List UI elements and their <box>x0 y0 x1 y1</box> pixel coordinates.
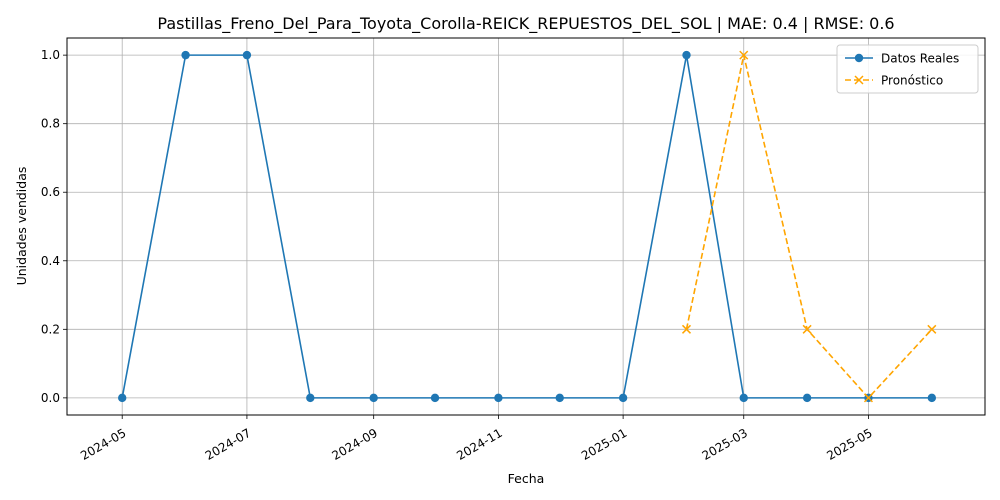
x-tick-label: 2024-07 <box>203 426 253 463</box>
series-line <box>685 54 933 400</box>
x-tick-label: 2024-11 <box>454 426 504 463</box>
series-line <box>121 54 932 399</box>
legend: Datos Reales Pronóstico <box>836 44 979 94</box>
legend-box <box>836 44 979 94</box>
x-tick-label: 2025-03 <box>700 426 750 463</box>
data-point <box>739 50 749 60</box>
grid <box>67 38 985 415</box>
y-tick-label: 0.8 <box>41 117 60 131</box>
data-point <box>927 324 937 334</box>
series-layer <box>118 50 937 403</box>
data-point <box>181 50 190 60</box>
data-point <box>118 393 127 403</box>
y-tick-label: 0.4 <box>41 254 60 268</box>
data-point <box>494 393 503 403</box>
x-axis: 2024-05 2024-07 2024-09 2024-11 2025-01 2025-… <box>78 415 875 463</box>
legend-marker <box>854 75 864 85</box>
legend-label: Datos Reales <box>881 52 959 66</box>
y-tick-label: 0.0 <box>41 391 60 405</box>
x-tick-label: 2024-09 <box>330 426 380 463</box>
data-point <box>681 324 692 334</box>
y-axis: 0.0 0.2 0.4 0.6 0.8 1.0 <box>41 48 67 405</box>
x-tick-label: 2024-05 <box>78 426 128 463</box>
data-point <box>555 393 564 403</box>
data-point <box>618 393 628 403</box>
y-tick-label: 0.6 <box>41 185 60 199</box>
y-tick-label: 0.2 <box>41 322 60 336</box>
data-point <box>430 393 440 403</box>
data-point <box>802 324 812 334</box>
series-0 <box>118 50 937 403</box>
legend-item-1: Pronóstico <box>845 74 943 88</box>
series-1 <box>681 50 937 403</box>
plot-frame <box>66 37 986 416</box>
x-tick-label: 2025-01 <box>579 426 629 463</box>
y-axis-label: Unidades vendidas <box>14 167 29 286</box>
y-tick-label: 1.0 <box>41 48 60 62</box>
x-tick-label: 2025-05 <box>824 426 874 463</box>
data-point <box>306 393 315 403</box>
data-point <box>242 50 252 60</box>
x-axis-label: Fecha <box>508 471 545 486</box>
legend-item-0: Datos Reales <box>845 52 959 66</box>
data-point <box>863 393 873 403</box>
data-point <box>369 393 378 403</box>
chart-title: Pastillas_Freno_Del_Para_Toyota_Corolla-… <box>157 14 894 34</box>
data-point <box>739 393 748 403</box>
legend-marker <box>854 53 864 63</box>
legend-label: Pronóstico <box>881 74 943 88</box>
data-point <box>802 393 812 403</box>
data-point <box>682 50 691 60</box>
data-point <box>927 393 937 403</box>
